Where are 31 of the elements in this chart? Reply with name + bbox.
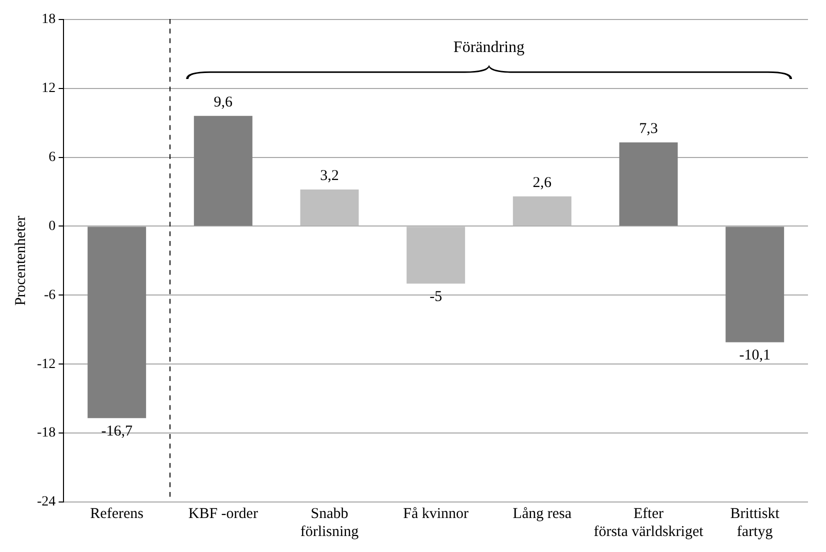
y-tick-label: 12	[42, 81, 56, 96]
bar	[726, 226, 784, 342]
x-tick-label: Efter första världskriget	[594, 506, 704, 540]
bar	[406, 226, 466, 284]
data-label: 9,6	[214, 94, 234, 110]
bar	[512, 196, 572, 226]
x-tick-label: Snabb förlisning	[300, 506, 360, 540]
x-tick-label: Lång resa	[512, 506, 572, 522]
y-tick-label: -12	[36, 356, 56, 372]
y-tick-label: -24	[36, 494, 56, 510]
x-tick-label: Referens	[90, 506, 144, 522]
y-tick-label: -6	[44, 288, 56, 303]
y-tick-label: 18	[42, 12, 56, 28]
y-tick-label: 0	[48, 218, 56, 234]
bar	[619, 142, 678, 226]
data-label: -10,1	[739, 348, 770, 364]
bar	[300, 189, 359, 226]
y-tick-label: 6	[48, 150, 56, 165]
y-tick-label: -18	[36, 426, 56, 441]
x-tick-label: KBF -order	[188, 506, 258, 522]
annotation: Förändring	[453, 39, 525, 58]
data-label: 2,6	[532, 174, 552, 191]
bar	[194, 116, 252, 226]
data-label: -5	[430, 289, 442, 306]
x-tick-label: Få kvinnor	[403, 506, 469, 522]
data-label: 3,2	[320, 168, 339, 184]
data-label: -16,7	[101, 424, 133, 440]
x-tick-label: Brittiskt fartyg	[730, 506, 780, 540]
y-axis-title: Procentenheter	[12, 216, 29, 306]
data-label: 7,3	[639, 120, 658, 137]
bar	[88, 226, 146, 418]
